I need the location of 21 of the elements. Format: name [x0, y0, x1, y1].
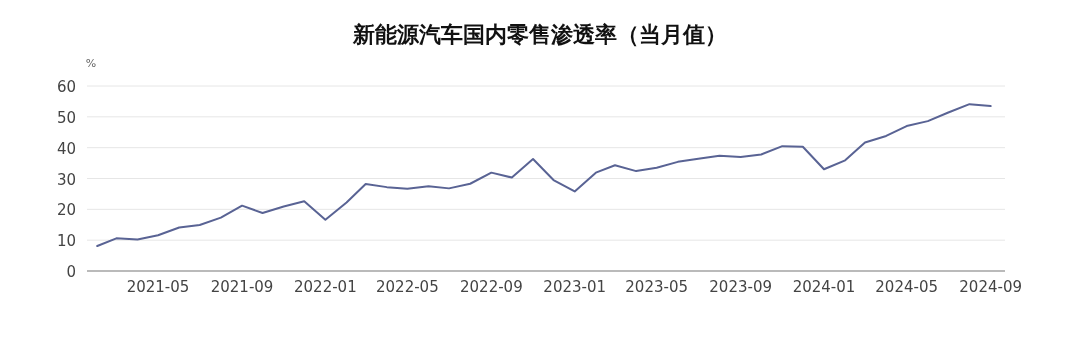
y-tick-label: 10: [56, 232, 76, 251]
line-series: [96, 103, 992, 248]
x-tick-label: 2024-09: [959, 278, 1022, 296]
y-tick-label: 0: [66, 263, 76, 281]
x-tick-label: 2024-05: [875, 278, 938, 296]
y-tick-label: 60: [56, 78, 76, 96]
x-tick-label: 2023-09: [709, 278, 773, 296]
y-tick-label: 40: [56, 139, 76, 158]
x-tick-label: 2022-09: [460, 278, 523, 296]
x-tick-label: 2022-05: [376, 278, 439, 296]
x-tick-label: 2024-01: [792, 278, 856, 296]
y-axis-title: %: [85, 57, 97, 70]
x-tick-label: 2021-09: [210, 278, 274, 296]
x-tick-label: 2021-05: [126, 278, 190, 296]
x-tick-label: 2022-01: [294, 278, 357, 296]
y-tick-label: 20: [56, 201, 76, 220]
chart-title: 新能源汽车国内零售渗透率（当月值）: [352, 22, 727, 47]
x-tick-label: 2023-01: [543, 278, 607, 296]
y-tick-label: 30: [56, 170, 76, 189]
x-tick-label: 2023-05: [625, 278, 688, 296]
y-tick-label: 50: [56, 108, 76, 127]
